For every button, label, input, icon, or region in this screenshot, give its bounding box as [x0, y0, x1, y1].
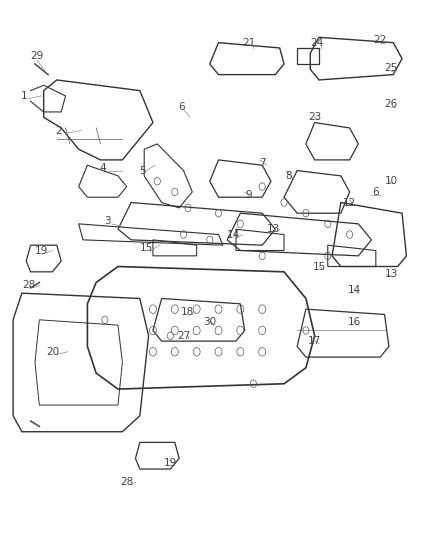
Text: 19: 19 — [35, 246, 48, 255]
Text: 16: 16 — [347, 318, 361, 327]
Text: 24: 24 — [310, 38, 323, 47]
Text: 15: 15 — [312, 262, 326, 271]
Text: 9: 9 — [246, 190, 253, 199]
Text: 14: 14 — [347, 286, 361, 295]
Text: 17: 17 — [308, 336, 321, 346]
Text: 14: 14 — [227, 230, 240, 239]
Text: 21: 21 — [243, 38, 256, 47]
Text: 25: 25 — [385, 63, 398, 73]
Text: 7: 7 — [259, 158, 266, 167]
Text: 3: 3 — [104, 216, 111, 226]
Text: 20: 20 — [46, 347, 59, 357]
Text: 12: 12 — [343, 198, 356, 207]
Text: 6: 6 — [372, 187, 379, 197]
Text: 13: 13 — [267, 224, 280, 234]
Text: 10: 10 — [385, 176, 398, 186]
Text: 27: 27 — [177, 331, 190, 341]
Text: 19: 19 — [164, 458, 177, 467]
Text: 5: 5 — [139, 166, 146, 175]
Text: 13: 13 — [385, 270, 398, 279]
Text: 1: 1 — [21, 91, 28, 101]
Text: 26: 26 — [385, 99, 398, 109]
Text: 4: 4 — [99, 163, 106, 173]
Text: 18: 18 — [181, 307, 194, 317]
Text: 29: 29 — [31, 51, 44, 61]
Text: 30: 30 — [203, 318, 216, 327]
Text: 28: 28 — [22, 280, 35, 290]
Text: 22: 22 — [374, 35, 387, 45]
Text: 23: 23 — [308, 112, 321, 122]
Text: 6: 6 — [178, 102, 185, 111]
Text: 8: 8 — [285, 171, 292, 181]
Text: 15: 15 — [140, 243, 153, 253]
Text: 2: 2 — [55, 126, 62, 135]
Text: 28: 28 — [120, 478, 133, 487]
